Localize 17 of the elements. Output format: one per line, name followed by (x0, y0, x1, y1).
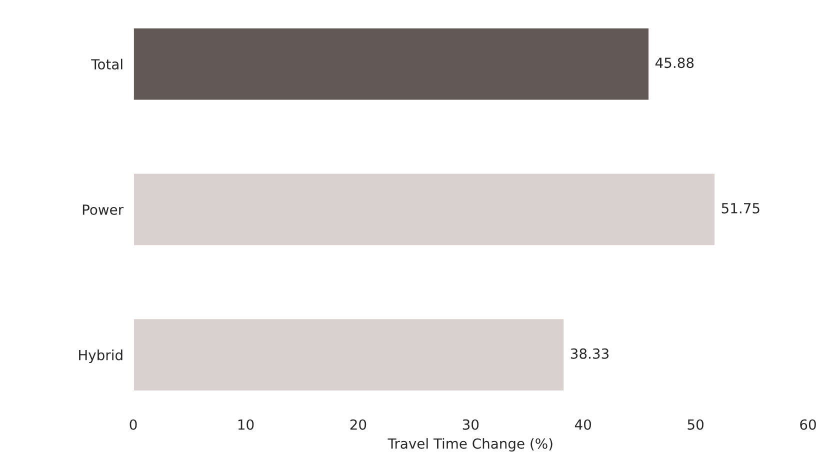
x-tick-label: 60 (800, 419, 816, 430)
x-tick-label: 50 (688, 419, 704, 430)
bar (133, 27, 650, 102)
y-tick-label: Power (82, 204, 124, 215)
bar (133, 172, 716, 246)
x-tick-label: 20 (350, 419, 366, 430)
x-axis-title: Travel Time Change (%) (388, 438, 552, 452)
data-label: 45.88 (655, 58, 694, 68)
x-tick-label: 10 (238, 419, 254, 430)
x-tick-label: 0 (130, 419, 137, 430)
bar (133, 318, 566, 392)
x-tick-label: 40 (574, 419, 592, 430)
y-tick-label: Total (91, 58, 122, 70)
data-label: 51.75 (722, 203, 760, 214)
x-tick-label: 30 (462, 419, 479, 430)
data-label: 38.33 (570, 348, 609, 359)
y-tick-label: Hybrid (79, 350, 122, 363)
